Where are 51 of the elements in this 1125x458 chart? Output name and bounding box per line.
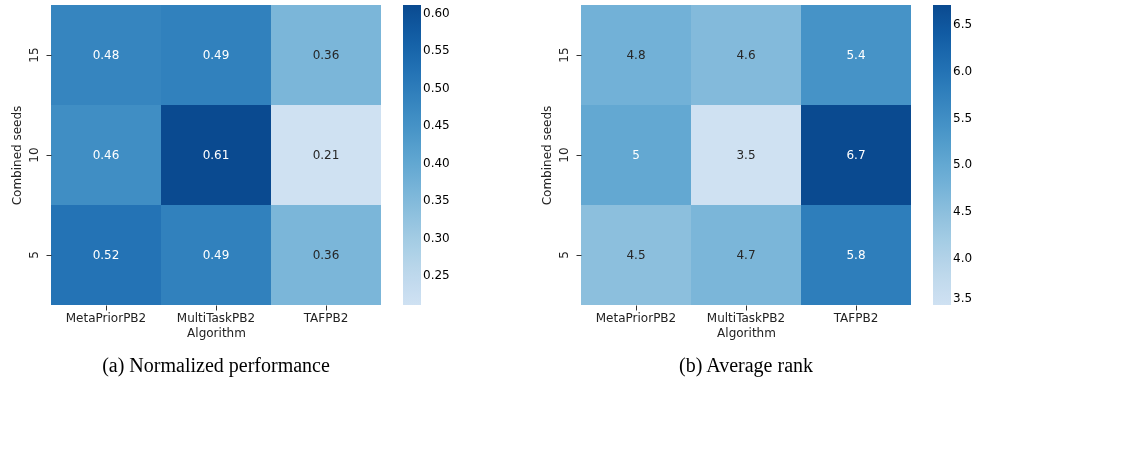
- color-bar-label: 0.30: [423, 230, 450, 245]
- data-label: 0.49: [202, 48, 230, 62]
- color-bar-label: 0.25: [423, 268, 450, 282]
- x-tick-label: MultiTaskPB2: [176, 310, 256, 325]
- data-label: 0.61: [202, 148, 230, 162]
- data-label: 0.49: [202, 248, 230, 262]
- color-bar-label: 6.5: [953, 16, 973, 31]
- x-tick-label: TAFPB2: [302, 310, 349, 325]
- data-label: 4.5: [626, 248, 646, 262]
- y-tick-label: 10: [26, 147, 41, 163]
- text: (b) Average rank: [678, 354, 814, 377]
- x-tick-label: TAFPB2: [832, 310, 879, 325]
- data-label: 4.8: [626, 48, 646, 62]
- x-tick-label: MetaPriorPB2: [595, 310, 677, 325]
- data-label: 3.5: [736, 148, 756, 162]
- color-bar-label: 4.0: [953, 251, 973, 266]
- color-bar-label: 0.60: [423, 5, 450, 20]
- data-label: 0.36: [312, 248, 340, 262]
- data-label: 0.36: [312, 48, 340, 62]
- text: (a) Normalized performance: [102, 354, 330, 377]
- color-bar-label: 5.0: [953, 157, 973, 172]
- y-tick-label: 15: [26, 47, 41, 63]
- color-bar-label: 0.35: [423, 193, 450, 207]
- data-label: 4.6: [736, 48, 756, 62]
- color-bar-label: 0.45: [423, 118, 450, 132]
- data-label: 5.4: [846, 48, 866, 62]
- data-label: 5: [632, 148, 640, 162]
- color-bar-label: 0.55: [423, 43, 450, 57]
- color-bar-label: 3.5: [953, 291, 973, 305]
- color-bar-label: 5.5: [953, 110, 973, 125]
- color-bar-label: 6.0: [953, 63, 973, 78]
- data-label: 0.48: [92, 48, 120, 62]
- y-tick-label: 5: [26, 251, 41, 259]
- y-tick-label: 10: [556, 147, 571, 163]
- x-tick-label: MetaPriorPB2: [65, 310, 147, 325]
- x-axis-title: Algorithm: [187, 325, 246, 340]
- x-tick-label: MultiTaskPB2: [706, 310, 786, 325]
- x-axis-title: Algorithm: [717, 325, 776, 340]
- color-bar-label: 0.50: [423, 80, 450, 95]
- data-label: 5.8: [846, 248, 866, 262]
- y-axis-title: Combined seeds: [9, 105, 24, 206]
- data-label: 0.52: [92, 248, 120, 262]
- data-label: 0.21: [312, 148, 340, 162]
- y-axis-title: Combined seeds: [539, 105, 554, 206]
- data-label: 4.7: [736, 248, 756, 262]
- y-tick-label: 5: [556, 251, 571, 259]
- y-tick-label: 15: [556, 47, 571, 63]
- data-label: 6.7: [846, 148, 866, 162]
- color-bar-label: 4.5: [953, 204, 973, 219]
- data-label: 0.46: [92, 148, 120, 162]
- color-bar-label: 0.40: [423, 155, 450, 170]
